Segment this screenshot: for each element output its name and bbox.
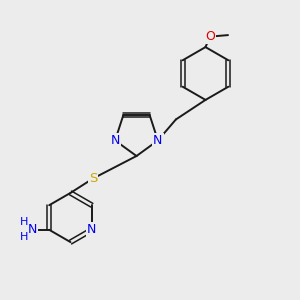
Text: H: H [20,232,28,242]
Text: N: N [110,134,120,147]
Text: N: N [153,134,163,147]
Text: S: S [89,172,97,185]
Text: O: O [205,30,215,43]
Text: N: N [87,223,97,236]
Text: H: H [20,217,28,227]
Text: N: N [28,223,38,236]
